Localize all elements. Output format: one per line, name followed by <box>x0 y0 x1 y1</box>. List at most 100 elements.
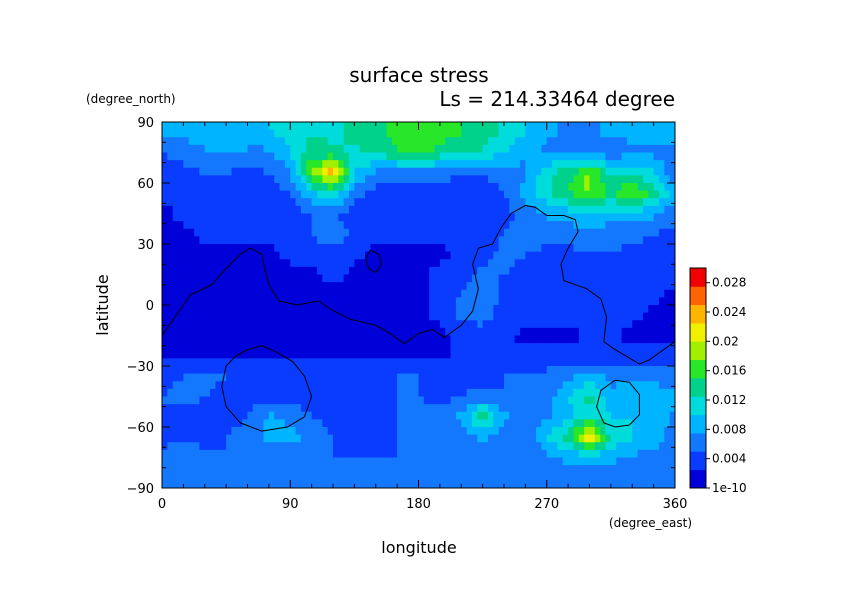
heatmap-cell <box>621 228 628 237</box>
heatmap-cell <box>621 419 628 428</box>
heatmap-cell <box>514 297 521 306</box>
heatmap-cell <box>220 366 227 375</box>
heatmap-cell <box>349 411 355 420</box>
heatmap-cell <box>268 350 275 359</box>
heatmap-cell <box>584 449 591 459</box>
heatmap-cell <box>338 183 345 192</box>
heatmap-cell <box>226 388 233 398</box>
heatmap-cell <box>306 434 313 443</box>
heatmap-cell <box>466 144 473 154</box>
heatmap-cell <box>514 198 521 207</box>
heatmap-cell <box>466 297 473 306</box>
heatmap-cell <box>621 343 628 352</box>
heatmap-cell <box>578 122 585 131</box>
heatmap-cell <box>525 312 532 321</box>
heatmap-cell <box>407 244 414 253</box>
heatmap-cell <box>637 350 644 359</box>
heatmap-cell <box>552 183 559 192</box>
heatmap-cell <box>509 122 516 131</box>
heatmap-cell <box>493 480 500 488</box>
heatmap-cell <box>530 411 537 420</box>
heatmap-cell <box>381 320 388 329</box>
heatmap-cell <box>194 289 200 298</box>
heatmap-cell <box>445 327 452 337</box>
heatmap-cell <box>284 327 291 337</box>
heatmap-cell <box>215 305 222 314</box>
heatmap-cell <box>562 183 569 192</box>
heatmap-cell <box>562 228 569 237</box>
heatmap-cell <box>418 190 425 199</box>
heatmap-cell <box>504 449 510 459</box>
heatmap-cell <box>626 411 633 420</box>
heatmap-cell <box>461 198 468 207</box>
heatmap-cell <box>584 289 591 298</box>
heatmap-cell <box>520 190 526 199</box>
heatmap-cell <box>578 175 585 184</box>
heatmap-cell <box>514 427 521 436</box>
heatmap-cell <box>194 228 200 237</box>
heatmap-cell <box>354 205 361 215</box>
heatmap-cell <box>172 373 179 382</box>
heatmap-cell <box>226 160 233 169</box>
heatmap-cell <box>268 335 275 344</box>
heatmap-cell <box>552 434 559 443</box>
heatmap-cell <box>605 137 612 146</box>
heatmap-cell <box>397 396 404 405</box>
heatmap-cell <box>445 129 452 138</box>
heatmap-cell <box>343 388 350 398</box>
colorbar-segment <box>690 286 706 306</box>
heatmap-cell <box>220 343 227 352</box>
heatmap-cell <box>487 297 494 306</box>
heatmap-cell <box>381 297 388 306</box>
heatmap-cell <box>525 305 532 314</box>
heatmap-cell <box>658 266 665 276</box>
heatmap-cell <box>626 320 633 329</box>
heatmap-cell <box>188 221 195 230</box>
heatmap-cell <box>520 472 526 481</box>
heatmap-cell <box>268 266 275 276</box>
heatmap-cell <box>568 175 575 184</box>
heatmap-cell <box>648 472 655 481</box>
heatmap-cell <box>653 381 660 390</box>
heatmap-cell <box>450 297 457 306</box>
heatmap-cell <box>557 282 564 291</box>
heatmap-cell <box>258 480 265 488</box>
heatmap-cell <box>642 137 649 146</box>
heatmap-cell <box>664 183 671 192</box>
heatmap-cell <box>247 144 254 154</box>
heatmap-cell <box>445 373 452 382</box>
heatmap-cell <box>359 251 366 260</box>
heatmap-cell <box>252 190 259 199</box>
heatmap-cell <box>536 442 542 451</box>
heatmap-cell <box>300 404 307 413</box>
heatmap-cell <box>455 274 462 283</box>
heatmap-cell <box>589 472 596 481</box>
heatmap-cell <box>204 427 211 436</box>
heatmap-cell <box>423 274 430 283</box>
heatmap-cell <box>642 305 649 314</box>
heatmap-cell <box>199 160 206 169</box>
heatmap-cell <box>220 198 227 207</box>
heatmap-cell <box>466 198 473 207</box>
heatmap-cell <box>268 419 275 428</box>
heatmap-cell <box>461 129 468 138</box>
heatmap-cell <box>637 251 644 260</box>
heatmap-cell <box>199 297 206 306</box>
heatmap-cell <box>637 160 644 169</box>
heatmap-cell <box>322 411 329 420</box>
heatmap-cell <box>610 434 617 443</box>
heatmap-cell <box>199 152 206 161</box>
heatmap-cell <box>498 350 505 359</box>
heatmap-cell <box>514 129 521 138</box>
heatmap-cell <box>605 434 612 443</box>
heatmap-cell <box>210 419 217 428</box>
heatmap-cell <box>642 213 649 222</box>
heatmap-cell <box>536 350 542 359</box>
heatmap-cell <box>220 259 227 268</box>
heatmap-cell <box>439 175 446 184</box>
heatmap-cell <box>210 129 217 138</box>
heatmap-cell <box>493 419 500 428</box>
heatmap-cell <box>487 236 494 245</box>
heatmap-cell <box>391 388 398 398</box>
heatmap-cell <box>557 228 564 237</box>
